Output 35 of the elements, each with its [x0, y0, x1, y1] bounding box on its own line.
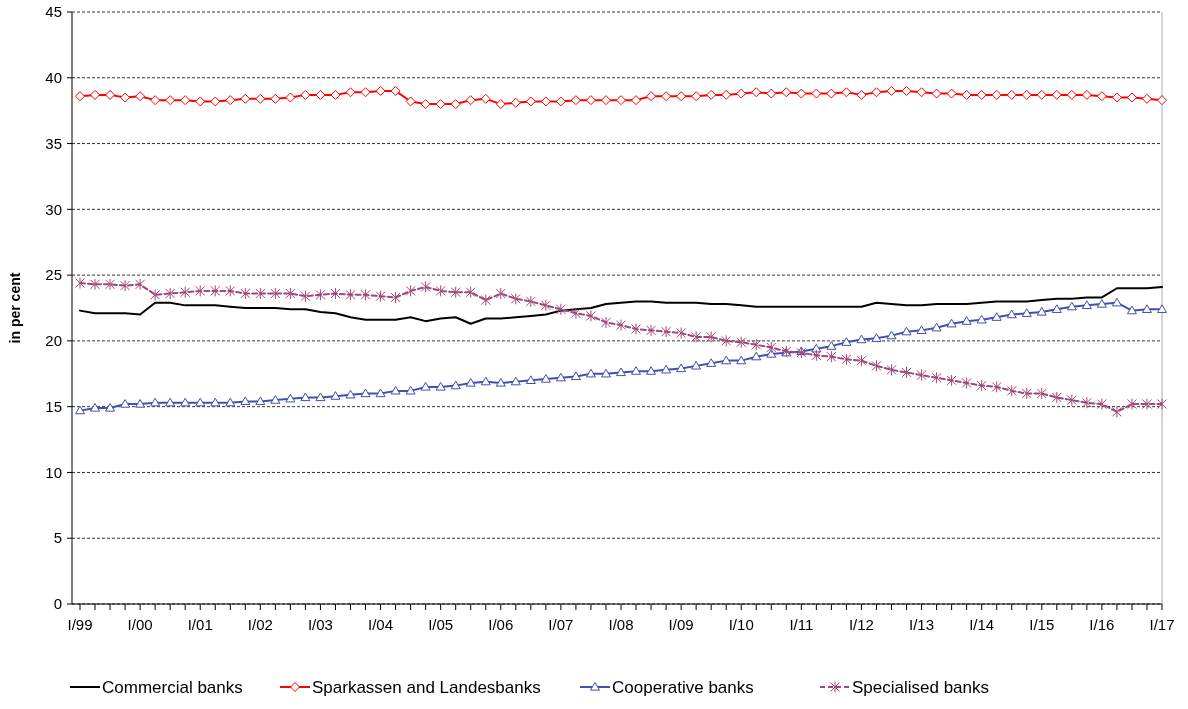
y-tick-label: 15 [45, 397, 62, 415]
x-tick-label: I/07 [548, 616, 574, 633]
x-tick-label: I/04 [368, 616, 394, 633]
x-tick-label: I/00 [127, 616, 153, 633]
y-tick-label: 45 [45, 3, 62, 21]
legend-label: Sparkassen and Landesbanks [312, 677, 541, 697]
y-tick-label: 0 [53, 595, 62, 613]
x-tick-label: I/13 [909, 616, 935, 633]
x-tick-label: I/05 [428, 616, 454, 633]
x-tick-label: I/14 [969, 616, 995, 633]
legend-label: Commercial banks [102, 677, 243, 697]
x-tick-label: I/12 [848, 616, 874, 633]
x-tick-label: I/03 [307, 616, 333, 633]
y-tick-label: 20 [45, 332, 62, 350]
legend-label: Cooperative banks [612, 677, 754, 697]
y-tick-label: 35 [45, 134, 62, 152]
x-tick-label: I/06 [488, 616, 514, 633]
y-axis-title: in per cent [7, 272, 23, 344]
x-tick-label: I/10 [728, 616, 754, 633]
x-tick-label: I/09 [668, 616, 694, 633]
x-tick-label: I/99 [67, 616, 93, 633]
legend-label: Specialised banks [852, 677, 990, 697]
y-tick-label: 30 [45, 200, 62, 218]
y-tick-label: 40 [45, 69, 62, 87]
x-tick-label: I/16 [1089, 616, 1115, 633]
x-tick-label: I/08 [608, 616, 634, 633]
y-tick-label: 10 [45, 463, 62, 481]
x-tick-label: I/02 [247, 616, 273, 633]
y-tick-label: 5 [53, 529, 62, 547]
y-tick-label: 25 [45, 266, 62, 284]
line-series [79, 285, 1163, 325]
x-tick-label: I/11 [789, 616, 814, 633]
x-tick-label: I/15 [1029, 616, 1055, 633]
x-tick-label: I/01 [187, 616, 213, 633]
x-tick-label: I/17 [1149, 616, 1175, 633]
